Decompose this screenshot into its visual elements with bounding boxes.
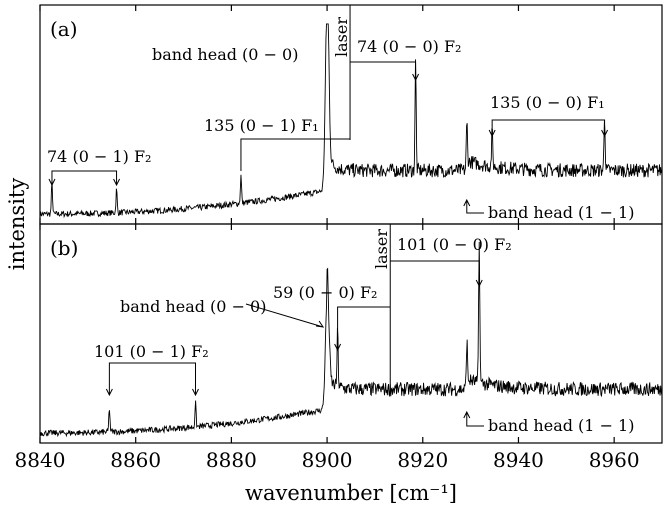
band-head-00-label-a: band head (0 − 0) [152,45,298,64]
band-head-11-label-a: band head (1 − 1) [488,203,634,222]
bracket-74-00-f2 [350,61,420,82]
bracket-59-00-f2 [334,306,391,352]
band-head-00-label-b: band head (0 − 0) [120,297,266,316]
bracket-135-00-f1 [488,119,609,138]
spectrum-trace-a [39,23,663,219]
x-tick-label: 8860 [110,448,161,472]
y-axis-label: intensity [5,178,29,271]
panel-b-frame [39,223,663,444]
label-135-00-f1: 135 (0 − 0) F₁ [490,93,605,112]
spectrum-trace-b [39,241,663,438]
bracket-101-01-f2 [105,362,199,397]
label-74-00-f2: 74 (0 − 0) F₂ [357,37,461,56]
x-tick-label: 8920 [397,448,448,472]
label-59-00-f2: 59 (0 − 0) F₂ [273,283,377,302]
x-tick-label: 8880 [206,448,257,472]
panel-label-a: (a) [50,17,78,41]
label-74-01-f2: 74 (0 − 1) F₂ [47,147,151,166]
bracket-74-01-f2 [48,170,121,187]
x-axis-ticks: 8840 8860 8880 8900 8920 8940 8960 [15,5,640,472]
arrow-band-head-11-b [463,410,484,427]
x-tick-label: 8960 [589,448,640,472]
band-head-11-label-b: band head (1 − 1) [488,416,634,435]
laser-label-a: laser [332,17,351,57]
x-tick-label: 8940 [493,448,544,472]
label-101-01-f2: 101 (0 − 1) F₂ [94,342,209,361]
arrow-band-head-11-a [463,198,484,214]
x-tick-label: 8900 [302,448,353,472]
label-135-01-f1: 135 (0 − 1) F₁ [204,116,319,135]
laser-label-b: laser [372,229,391,269]
bracket-135-01-f1 [240,138,351,171]
x-tick-label: 8840 [15,448,66,472]
x-axis-label: wavenumber [cm⁻¹] [245,481,457,505]
label-101-00-f2: 101 (0 − 0) F₂ [397,235,512,254]
arrow-band-head-00-b [245,303,325,328]
bracket-101-00-f2 [390,260,483,288]
panel-label-b: (b) [50,236,78,260]
